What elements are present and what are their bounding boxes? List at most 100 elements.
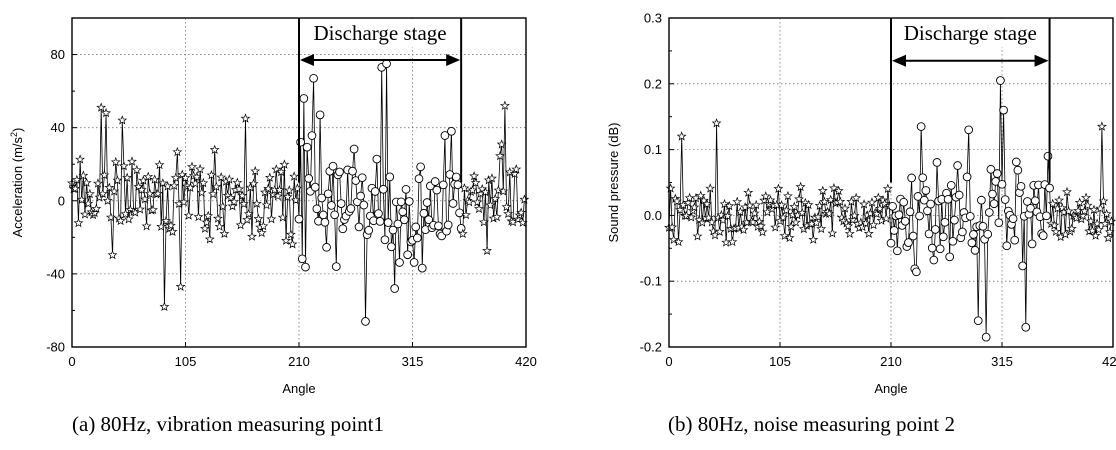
data-point-circle [984,208,994,217]
data-point-circle [404,197,414,206]
data-point-star [503,208,514,219]
data-point-star [208,188,219,199]
data-point-star [277,212,288,222]
data-point-circle [1008,214,1018,224]
data-point-star [91,203,102,214]
data-point-star [828,183,839,193]
data-point-star [803,199,814,210]
y-tick-label: -0.1 [640,274,662,289]
data-point-star [1079,205,1090,216]
data-point-star [732,196,743,207]
data-point-star [751,199,762,210]
data-point-circle [892,246,902,256]
data-point-star [836,212,847,222]
data-point-star [665,183,676,193]
data-point-star [140,194,150,204]
data-point-star [863,228,874,238]
data-point-star [516,207,527,217]
data-point-star [794,193,804,204]
panel-b-x-axis-label: Angle [874,381,907,396]
data-point-circle [1013,165,1023,175]
data-point-star [478,217,489,227]
data-point-star [101,107,111,118]
data-point-circle [413,233,422,243]
data-point-circle [320,217,330,227]
data-point-star [825,194,836,205]
data-point-star [1081,192,1091,202]
annotation-label-bg [301,19,460,47]
data-point-star [511,164,522,174]
data-point-star [469,170,480,181]
data-point-star [1077,210,1088,221]
y-tick-label: 0.2 [644,76,662,91]
data-point-star [161,215,171,226]
panel-a-y-axis-label-end: ) [10,128,25,132]
data-point-star [105,212,116,222]
data-point-star [824,208,835,218]
data-point-star [765,195,776,205]
data-point-star [209,144,220,155]
data-point-star [235,219,246,230]
data-point-star [201,217,212,227]
data-point-star [727,236,738,247]
data-point-star [104,182,115,192]
panel-b-annotation: Discharge stage [890,18,1051,183]
data-point-circle [924,229,934,239]
data-point-star [172,146,183,157]
y-tick-label: 0.0 [644,208,662,223]
annotation-arrow-left [300,54,314,67]
data-point-star [849,210,860,220]
data-point-star [705,183,716,193]
data-point-circle [889,226,899,235]
data-point-circle [302,142,312,152]
data-point-circle [380,235,390,245]
data-point-star [470,177,481,188]
data-point-star [290,195,301,205]
data-point-circle [315,110,325,120]
data-point-star [289,171,300,181]
data-point-circle [969,230,978,239]
data-point-star [214,221,225,231]
data-point-circle [336,199,346,208]
panel-a-series [67,59,530,326]
data-point-star [795,181,806,192]
data-point-circle [953,161,962,170]
data-point-star [461,209,471,220]
data-point-circle [1018,261,1027,271]
data-point-circle [448,199,458,208]
data-point-circle [424,215,434,225]
data-point-circle [888,201,897,211]
data-point-circle [430,177,440,186]
data-point-circle [932,158,942,167]
data-point-circle [346,204,356,213]
data-point-star [251,198,262,208]
data-point-star [271,164,282,174]
data-point-star [833,185,844,196]
data-point-star [71,174,82,185]
y-tick-label: -0.2 [640,340,662,355]
data-point-star [487,173,497,183]
data-point-circle [992,169,1002,178]
data-point-circle [931,225,940,234]
data-point-star [1103,232,1114,243]
data-point-star [200,223,210,233]
data-point-star [714,226,725,236]
data-point-star [857,221,868,232]
data-point-circle [309,73,318,83]
data-point-star [879,198,890,208]
data-point-star [287,239,298,249]
data-point-circle [1010,235,1020,245]
data-point-circle [1016,181,1026,191]
data-point-star [232,177,243,187]
data-point-star [234,183,244,194]
data-point-circle [940,217,950,227]
data-point-star [178,196,189,207]
data-point-star [773,183,784,194]
data-point-star [1106,216,1116,226]
data-point-circle [299,94,309,103]
data-point-circle [301,262,310,272]
data-point-star [115,215,126,226]
data-point-circle [438,180,448,190]
data-point-star [472,197,483,207]
